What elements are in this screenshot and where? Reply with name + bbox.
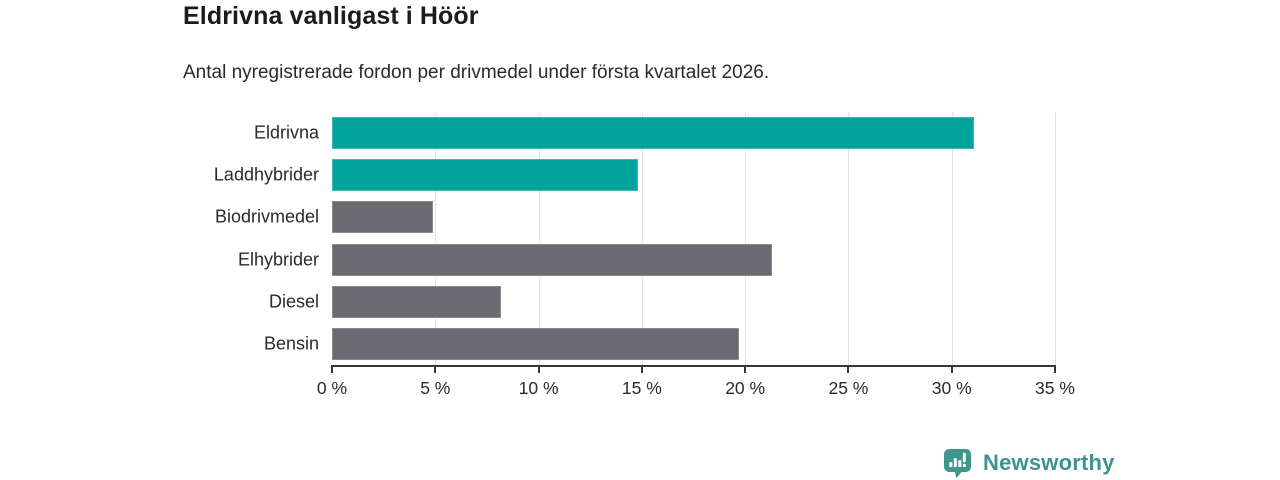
plot-area: 0 % 5 % 10 % 15 % 20 % 25 % 30 % 35 % Eldrivna La… [214, 112, 1075, 398]
category-label-laddhybrider: Laddhybrider [213, 164, 319, 185]
bar-eldrivna [332, 117, 975, 150]
gridline-20 [745, 112, 747, 365]
newsworthy-icon [941, 446, 974, 479]
gridline-15 [641, 112, 643, 365]
x-axis-tick-30 [950, 365, 953, 373]
gridline-5 [435, 112, 437, 365]
bar-elhybrider [332, 243, 772, 276]
x-tick-label-0: 0 % [316, 378, 348, 398]
bar-bensin [332, 327, 739, 360]
x-axis-tick-20 [744, 365, 747, 373]
gridline-30 [951, 112, 953, 365]
x-axis-tick-10 [537, 365, 540, 373]
category-label-diesel: Diesel [268, 291, 319, 312]
category-label-biodrivmedel: Biodrivmedel [214, 206, 319, 227]
category-label-bensin: Bensin [263, 333, 319, 354]
bar-laddhybrider [332, 159, 638, 192]
gridline-25 [848, 112, 850, 365]
category-label-elhybrider: Elhybrider [237, 249, 319, 270]
x-axis-tick-35 [1054, 365, 1056, 373]
x-tick-label-15: 15 % [621, 378, 662, 398]
bar-diesel [332, 285, 502, 318]
x-axis-tick-15 [640, 365, 643, 373]
x-tick-label-30: 30 % [931, 378, 972, 398]
newsworthy-logo-link[interactable]: Newsworthy [941, 446, 1115, 479]
x-tick-label-10: 10 % [518, 378, 559, 398]
x-tick-label-5: 5 % [420, 378, 451, 398]
x-axis-tick-25 [847, 365, 850, 373]
x-axis-tick-5 [434, 365, 437, 373]
x-tick-label-20: 20 % [725, 378, 766, 398]
gridline-35 [1055, 112, 1056, 365]
chart-title: Eldrivna vanligast i Höör [183, 2, 479, 30]
newsworthy-wordmark: Newsworthy [983, 449, 1115, 475]
category-label-eldrivna: Eldrivna [253, 122, 319, 143]
x-axis-tick-0 [331, 365, 333, 373]
x-tick-label-35: 35 % [1035, 378, 1075, 398]
x-tick-label-25: 25 % [828, 378, 869, 398]
gridline-10 [538, 112, 540, 365]
bar-biodrivmedel [332, 201, 434, 234]
x-axis-line [331, 365, 1056, 367]
chart-subtitle: Antal nyregistrerade fordon per drivmede… [183, 62, 770, 83]
